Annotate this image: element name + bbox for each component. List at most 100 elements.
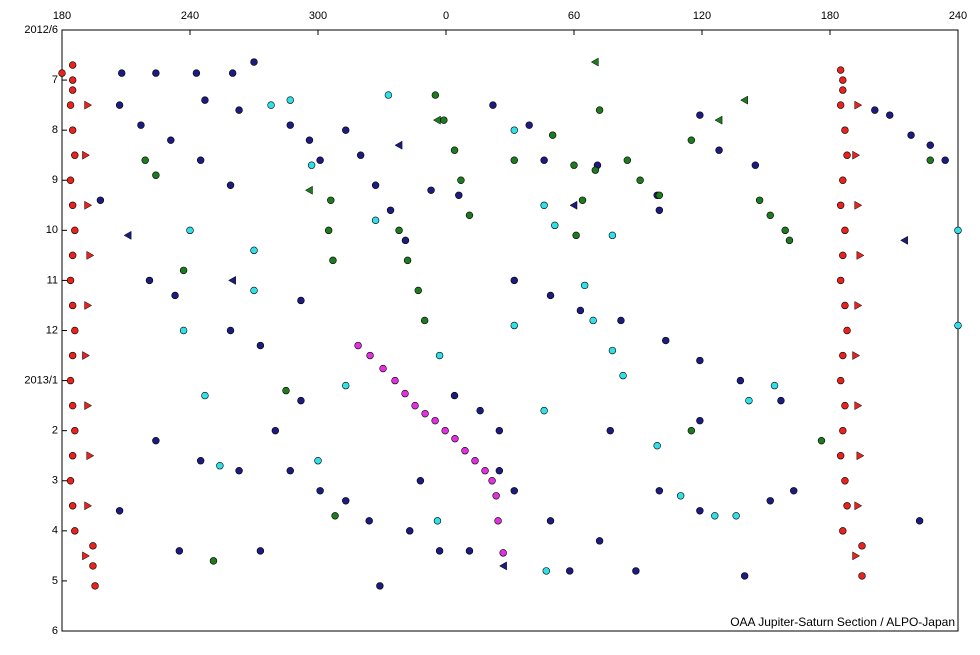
point <box>569 200 578 210</box>
point <box>653 441 661 450</box>
point <box>494 517 502 525</box>
x-tick-label: 240 <box>181 10 199 22</box>
point <box>777 396 785 405</box>
point <box>595 106 604 114</box>
point <box>714 115 723 125</box>
point <box>886 111 894 119</box>
point <box>327 196 335 204</box>
x-tick-label: 180 <box>821 10 839 22</box>
point <box>115 101 124 109</box>
point <box>854 501 863 511</box>
point <box>391 376 399 385</box>
x-tick-label: 60 <box>568 10 580 22</box>
point <box>566 567 574 575</box>
point <box>854 401 863 411</box>
point <box>420 316 429 325</box>
point <box>226 326 235 335</box>
point <box>495 467 504 475</box>
point <box>570 161 578 169</box>
y-tick-label: 6 <box>52 625 58 637</box>
point <box>441 426 449 435</box>
point <box>267 101 275 109</box>
point <box>354 341 362 350</box>
point <box>839 251 847 260</box>
point <box>68 452 77 460</box>
point <box>324 226 333 235</box>
point <box>736 376 745 385</box>
point <box>250 58 258 66</box>
point <box>839 76 847 84</box>
point <box>186 226 194 235</box>
point <box>595 537 604 545</box>
point <box>839 176 847 184</box>
point <box>696 356 704 365</box>
point <box>841 301 849 310</box>
point <box>785 236 794 245</box>
point <box>954 226 962 235</box>
point <box>304 185 313 195</box>
point <box>589 316 597 325</box>
point <box>841 401 849 410</box>
point <box>435 547 444 555</box>
point <box>68 301 77 310</box>
point <box>179 266 188 275</box>
y-tick-label: 4 <box>52 525 58 537</box>
point <box>839 351 847 360</box>
point <box>740 572 749 580</box>
point <box>839 86 847 94</box>
point <box>590 57 599 67</box>
y-tick-label: 12 <box>46 324 58 336</box>
y-tick-label: 10 <box>46 224 58 236</box>
point <box>297 296 305 305</box>
point <box>196 156 205 164</box>
point <box>282 386 290 395</box>
point <box>316 156 324 164</box>
point <box>492 492 500 500</box>
point <box>578 196 587 204</box>
point <box>401 236 410 245</box>
point <box>440 116 448 124</box>
point <box>790 487 798 495</box>
point <box>394 140 403 150</box>
point <box>662 336 670 345</box>
credit: OAA Jupiter-Saturn Section / ALPO-Japan <box>730 615 955 629</box>
point <box>152 171 160 179</box>
point <box>145 276 154 285</box>
point <box>465 547 474 555</box>
point <box>171 291 179 300</box>
point <box>82 551 90 561</box>
point <box>856 250 865 260</box>
point <box>655 191 664 199</box>
point <box>286 96 294 104</box>
point <box>655 487 664 495</box>
point <box>941 156 949 164</box>
point <box>379 364 387 373</box>
point <box>152 436 160 445</box>
y-tick-label: 8 <box>52 124 58 136</box>
y-tick-label: 11 <box>47 274 58 286</box>
point <box>572 231 580 240</box>
point <box>608 346 617 355</box>
point <box>58 69 66 77</box>
point <box>84 100 93 110</box>
point <box>152 69 160 77</box>
point <box>201 96 209 104</box>
point <box>401 389 409 398</box>
point <box>839 527 847 535</box>
point <box>209 557 218 565</box>
point <box>687 136 696 144</box>
point <box>433 517 442 525</box>
x-tick-label: 0 <box>443 10 449 22</box>
point <box>843 502 851 510</box>
point <box>606 426 614 435</box>
point <box>71 226 79 235</box>
point <box>307 161 316 169</box>
point <box>836 376 845 385</box>
point <box>617 316 625 325</box>
point <box>696 507 704 515</box>
point <box>843 151 851 159</box>
point <box>66 101 75 109</box>
point <box>342 497 350 505</box>
point <box>455 191 463 199</box>
point <box>632 567 640 575</box>
